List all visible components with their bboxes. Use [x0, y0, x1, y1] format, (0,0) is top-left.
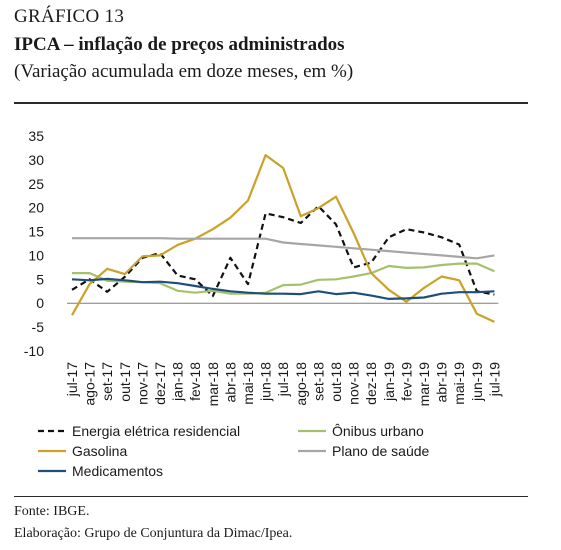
series-line	[72, 237, 495, 260]
y-tick-label: 0	[36, 295, 44, 311]
x-tick-label: abr-18	[222, 362, 238, 403]
x-tick-label: nov-17	[134, 362, 150, 405]
top-divider	[14, 102, 528, 104]
x-tick-label: fev-18	[187, 362, 203, 401]
x-tick-label: jun-19	[469, 362, 485, 402]
x-tick-label: mar-18	[205, 362, 221, 407]
x-tick-label: nov-18	[346, 362, 362, 405]
x-tick-label: jan-18	[170, 362, 186, 402]
y-tick-label: 20	[28, 200, 44, 216]
elaboration-note: Elaboração: Grupo de Conjuntura da Dimac…	[14, 526, 293, 541]
legend-label: Plano de saúde	[332, 443, 430, 459]
y-tick-label: -5	[32, 319, 45, 335]
bottom-divider	[14, 496, 528, 497]
x-tick-label: set-18	[310, 362, 326, 401]
y-tick-label: 10	[28, 247, 44, 263]
chart-subtitle: (Variação acumulada em doze meses, em %)	[14, 61, 354, 82]
y-tick-label: 15	[28, 224, 44, 240]
series-line	[71, 277, 495, 300]
y-tick-label: 5	[36, 271, 44, 287]
x-tick-label: out-18	[328, 362, 344, 402]
series-line	[71, 154, 495, 323]
chart-title: IPCA – inflação de preços administrados	[14, 34, 345, 55]
x-tick-label: mai-19	[451, 362, 467, 405]
chart-label: GRÁFICO 13	[14, 6, 125, 27]
x-tick-label: jun-18	[258, 362, 274, 402]
x-tick-label: fev-19	[398, 362, 414, 401]
y-tick-label: 30	[28, 152, 44, 168]
x-tick-label: jul-18	[275, 362, 291, 397]
x-tick-label: mai-18	[240, 362, 256, 405]
legend-label: Energia elétrica residencial	[72, 423, 240, 439]
x-tick-label: ago-17	[82, 362, 98, 406]
x-tick-label: abr-19	[434, 362, 450, 403]
series-line	[72, 262, 495, 295]
legend-label: Ônibus urbano	[332, 423, 424, 439]
x-tick-label: set-17	[99, 362, 115, 401]
x-tick-label: dez-17	[152, 362, 168, 405]
x-tick-label: mar-19	[416, 362, 432, 407]
legend-label: Medicamentos	[72, 463, 163, 479]
y-tick-label: 35	[28, 128, 44, 144]
x-tick-label: jul-17	[64, 362, 80, 397]
legend-label: Gasolina	[72, 443, 127, 459]
y-tick-label: -10	[24, 343, 44, 359]
y-tick-label: 25	[28, 176, 44, 192]
x-tick-label: out-17	[117, 362, 133, 402]
source-note: Fonte: IBGE.	[14, 504, 90, 519]
x-tick-label: jan-19	[381, 362, 397, 402]
x-tick-label: jul-19	[486, 362, 502, 397]
x-tick-label: ago-18	[293, 362, 309, 406]
x-tick-label: dez-18	[363, 362, 379, 405]
